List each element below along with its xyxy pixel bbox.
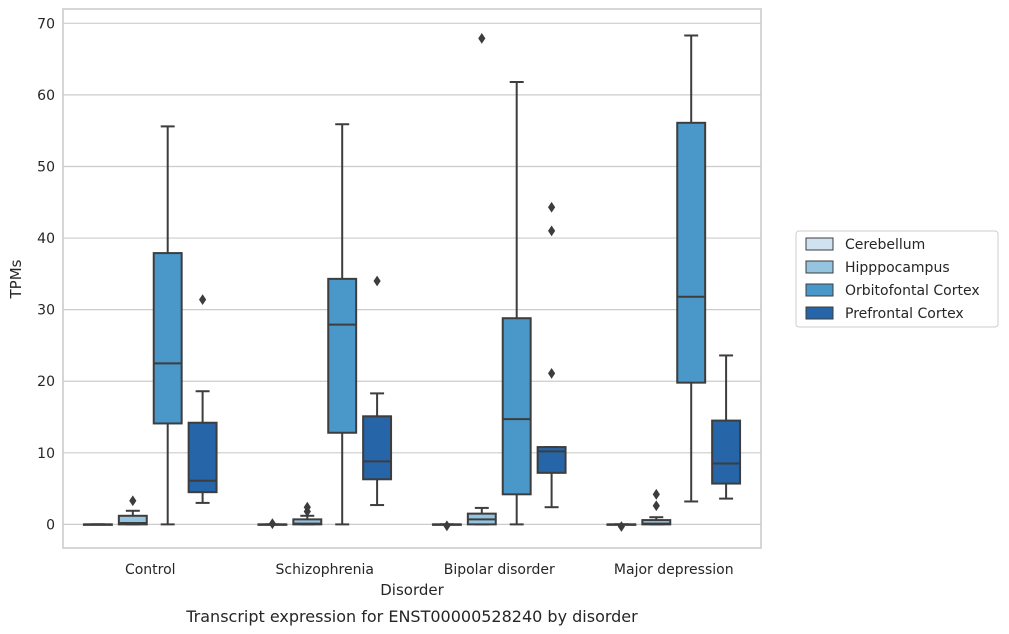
box-body [711, 419, 742, 485]
box-cerebellum [82, 523, 113, 526]
outlier-point [373, 275, 381, 287]
y-tick-label: 0 [46, 517, 55, 533]
legend-swatch [805, 306, 834, 320]
box-body [117, 514, 148, 526]
box-prefrontal-cortex [711, 354, 742, 500]
outlier-point [478, 32, 486, 44]
y-tick-label: 40 [37, 231, 55, 247]
box-cerebellum [257, 518, 288, 530]
x-tick-label: Major depression [614, 562, 734, 578]
box-series [82, 32, 742, 532]
box-body [152, 252, 183, 425]
outlier-point [303, 501, 311, 513]
legend-label: Prefrontal Cortex [845, 306, 964, 322]
box-hipppocampus [117, 495, 148, 526]
outlier-point [268, 518, 277, 530]
box-orbitofontal-cortex [152, 125, 183, 526]
box-orbitofontal-cortex [676, 34, 707, 503]
legend-label: Cerebellum [845, 237, 925, 253]
box-body [327, 277, 358, 434]
legend-label: Orbitofontal Cortex [845, 283, 980, 299]
outlier-point [547, 367, 556, 379]
x-axis-title: Disorder [380, 581, 444, 599]
y-tick-label: 10 [37, 446, 55, 462]
box-body [676, 121, 707, 384]
legend: Cerebellum Hipppocampus Orbitofontal Corte… [795, 230, 999, 328]
outlier-point [652, 500, 660, 512]
outlier-point [547, 225, 556, 237]
legend-label: Hipppocampus [845, 260, 950, 276]
outlier-point [129, 495, 137, 507]
y-tick-label: 20 [37, 374, 55, 390]
chart-caption: Transcript expression for ENST0000052824… [185, 607, 638, 626]
legend-swatch [805, 260, 834, 274]
y-tick-label: 50 [37, 159, 55, 175]
y-axis-title: TPMs [7, 259, 25, 299]
box-hipppocampus [466, 32, 497, 526]
box-cerebellum [606, 521, 637, 532]
box-body [362, 415, 393, 481]
legend-frame [795, 230, 999, 328]
box-cerebellum [431, 520, 462, 532]
y-tick-label: 70 [37, 16, 55, 32]
outlier-point [652, 488, 660, 500]
box-orbitofontal-cortex [501, 81, 532, 526]
x-tick-label: Schizophrenia [276, 562, 374, 578]
outlier-point [443, 520, 451, 532]
box-hipppocampus [641, 488, 672, 526]
box-prefrontal-cortex [187, 294, 218, 504]
legend-swatch [805, 237, 834, 251]
legend-swatch [805, 283, 834, 297]
y-tick-label: 60 [37, 88, 55, 104]
x-axis: Control Schizophrenia Bipolar disorder Majo… [125, 562, 734, 578]
outlier-point [617, 521, 626, 532]
x-tick-label: Bipolar disorder [444, 562, 555, 578]
outlier-point [547, 201, 556, 213]
box-body [187, 421, 218, 494]
box-prefrontal-cortex [536, 201, 567, 509]
box-hipppocampus [292, 501, 323, 526]
x-tick-label: Control [125, 562, 176, 578]
box-prefrontal-cortex [362, 275, 393, 507]
y-tick-label: 30 [37, 303, 55, 319]
y-axis: 0 10 20 30 40 50 60 70 [37, 16, 55, 533]
outlier-point [198, 294, 207, 306]
plot-frame [62, 8, 762, 549]
box-body [501, 317, 532, 496]
box-orbitofontal-cortex [327, 123, 358, 526]
